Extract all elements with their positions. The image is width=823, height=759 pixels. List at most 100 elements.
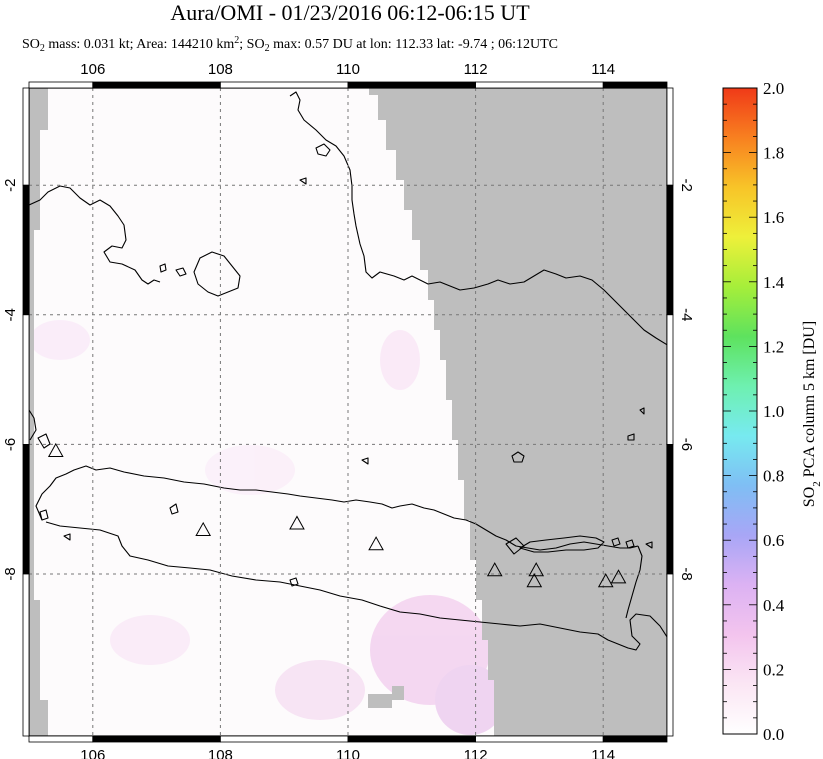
frame-segment-top xyxy=(28,81,94,89)
small-island xyxy=(611,537,621,547)
map-frame-ticks xyxy=(22,81,674,743)
y-tick-label-right: -8 xyxy=(678,567,695,580)
no-data-patch xyxy=(368,686,404,708)
volcano-marker xyxy=(526,573,543,588)
x-tick-label-top: 106 xyxy=(80,61,105,78)
graticule xyxy=(29,88,667,736)
kalimantan-bay xyxy=(315,143,331,157)
subtitle-sup-1: 2 xyxy=(234,35,240,46)
volcano-marker xyxy=(289,515,305,530)
x-tick-label-bottom: 108 xyxy=(208,747,233,759)
small-island xyxy=(159,263,167,273)
frame-segment-right xyxy=(666,184,674,316)
small-island xyxy=(627,433,635,441)
x-tick-label-top: 108 xyxy=(208,61,233,78)
frame-segment-top xyxy=(602,81,668,89)
small-island xyxy=(63,533,71,541)
small-island xyxy=(625,539,635,549)
subtitle-sub-2: 2 xyxy=(264,43,270,54)
colorbar-tick-label: 1.8 xyxy=(763,144,784,163)
frame-segment-top xyxy=(219,81,349,89)
no-data-swath-east xyxy=(369,88,667,736)
colorbar-tick-label: 1.4 xyxy=(763,273,785,292)
x-tick-label-bottom: 110 xyxy=(336,747,360,759)
frame-segment-bottom xyxy=(92,735,221,743)
x-tick-label-bottom: 112 xyxy=(464,747,488,759)
map-title: Aura/OMI - 01/23/2016 06:12-06:15 UT xyxy=(170,0,530,25)
so2-patch xyxy=(380,330,420,390)
colorbar-tick-label: 0.2 xyxy=(763,660,784,679)
small-island xyxy=(289,577,299,587)
frame-segment-left xyxy=(22,314,30,445)
colorbar: 0.0 0.2 0.4 0.6 0.8 1.0 1.2 1.4 1.6 1.8 2.0 SO2 PC… xyxy=(722,79,823,744)
so2-plume-layer xyxy=(30,320,505,735)
colorbar-tick-label: 0.6 xyxy=(763,531,784,550)
colorbar-title-sub: 2 xyxy=(811,481,823,487)
volcano-marker xyxy=(528,562,545,577)
y-tick-label-right: -2 xyxy=(678,179,695,192)
frame-segment-left xyxy=(22,573,30,737)
madura-island xyxy=(519,535,605,553)
so2-patch xyxy=(275,660,365,720)
so2-patch xyxy=(435,665,505,735)
map-subtitle: SO2 mass: 0.031 kt; Area: 144210 km2; SO… xyxy=(22,36,558,54)
frame-segment-right xyxy=(666,87,674,186)
java-east-coast xyxy=(625,545,643,619)
y-tick-label-left: -8 xyxy=(2,567,19,580)
no-data-swath-west xyxy=(29,88,48,736)
coastlines xyxy=(29,91,667,651)
colorbar-tick-label: 0.4 xyxy=(763,596,785,615)
frame-segment-top xyxy=(92,81,221,89)
colorbar-tick-label: 1.2 xyxy=(763,337,784,356)
frame-segment-bottom xyxy=(347,735,476,743)
small-island xyxy=(645,541,653,549)
sumatra-coast xyxy=(29,185,161,285)
small-island xyxy=(639,407,645,415)
subtitle-text-1: SO xyxy=(22,37,40,52)
bawean-island xyxy=(511,451,525,463)
small-island xyxy=(169,503,179,515)
x-tick-label-top: 114 xyxy=(591,61,615,78)
x-tick-label-bottom: 114 xyxy=(591,747,615,759)
sumatra-south-coast xyxy=(29,409,37,441)
colorbar-tick-label: 1.6 xyxy=(763,208,784,227)
y-tick-label-left: -4 xyxy=(2,308,19,321)
frame-segment-bottom xyxy=(602,735,668,743)
colorbar-tick-label: 0.8 xyxy=(763,467,784,486)
frame-segment-right xyxy=(666,314,674,445)
java-north-coast xyxy=(35,465,639,551)
frame-segment-bottom xyxy=(219,735,349,743)
y-tick-label-left: -2 xyxy=(2,179,19,192)
colorbar-ticks: 0.0 0.2 0.4 0.6 0.8 1.0 1.2 1.4 1.6 1.8 2.0 xyxy=(723,79,785,744)
frame-segment-left xyxy=(22,184,30,316)
x-tick-label-bottom: 106 xyxy=(80,747,105,759)
y-tick-label-right: -6 xyxy=(678,438,695,451)
surabaya-strait-marker xyxy=(505,537,525,555)
volcano-marker xyxy=(597,573,614,588)
volcano-markers xyxy=(47,442,627,588)
colorbar-tick-label: 2.0 xyxy=(763,79,784,98)
volcano-marker xyxy=(610,569,627,584)
frame-segment-right xyxy=(666,573,674,737)
subtitle-text-4: max: 0.57 DU at lon: 112.33 lat: -9.74 ;… xyxy=(269,37,558,52)
small-island xyxy=(299,177,307,185)
frame-segment-left xyxy=(22,443,30,575)
subtitle-text-2: mass: 0.031 kt; Area: 144210 km xyxy=(44,37,235,52)
volcano-marker xyxy=(195,521,212,537)
colorbar-title: SO2 PCA column 5 km [DU] xyxy=(801,321,823,507)
so2-patch xyxy=(30,320,90,360)
volcano-marker xyxy=(368,536,384,551)
x-tick-label-top: 110 xyxy=(336,61,360,78)
kalimantan-coast xyxy=(289,91,667,346)
frame-segment-top xyxy=(347,81,476,89)
subtitle-sub-1: 2 xyxy=(39,43,45,54)
map-area xyxy=(29,88,667,736)
so2-patch xyxy=(205,445,295,495)
colorbar-tick-label: 0.0 xyxy=(763,725,784,744)
frame-segment-bottom xyxy=(475,735,604,743)
frame-segment-right xyxy=(666,443,674,575)
x-tick-label-top: 112 xyxy=(464,61,488,78)
y-tick-label-left: -6 xyxy=(2,438,19,451)
small-island xyxy=(39,509,49,521)
y-tick-label-right: -4 xyxy=(678,308,695,321)
